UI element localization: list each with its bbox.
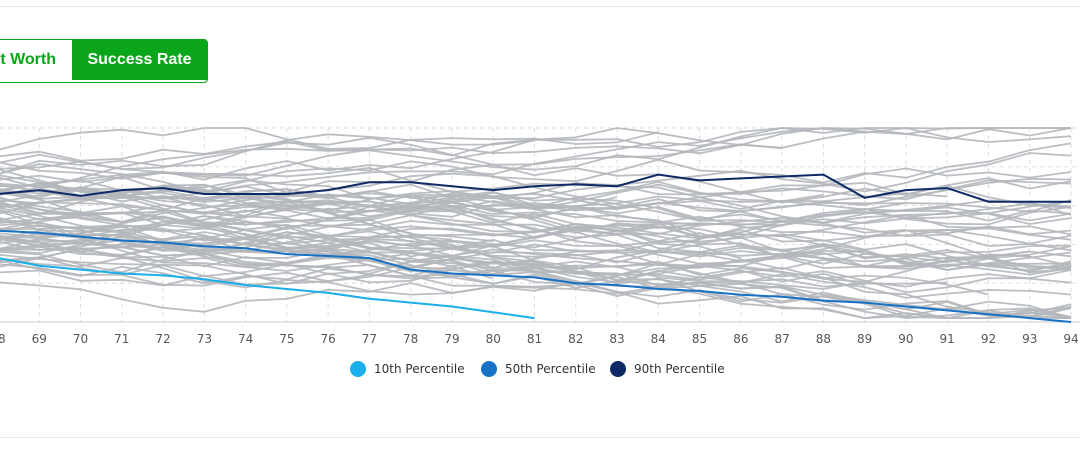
simulation-path (0, 212, 1072, 255)
simulation-path (0, 256, 1072, 299)
simulation-path (0, 160, 1072, 224)
simulation-path (0, 234, 989, 296)
x-tick-label: 71 (114, 332, 129, 346)
x-tick-label: 74 (238, 332, 253, 346)
simulation-path (0, 244, 1072, 320)
x-tick-label: 70 (73, 332, 88, 346)
simulation-path (0, 190, 1030, 266)
p90-line (0, 173, 1071, 203)
x-tick-label: 89 (857, 332, 872, 346)
simulation-path (0, 192, 453, 251)
legend-swatch-p50 (481, 361, 497, 377)
x-tick-label: 93 (1022, 332, 1037, 346)
x-tick-label: 84 (651, 332, 666, 346)
legend-label-p10: 10th Percentile (374, 362, 465, 376)
x-tick-label: 94 (1063, 332, 1078, 346)
x-tick-label: 68 (0, 332, 6, 346)
x-tick-label: 79 (444, 332, 459, 346)
simulation-path (0, 189, 1072, 224)
simulation-path (0, 176, 1072, 241)
x-tick-label: 87 (774, 332, 789, 346)
legend-item-p10[interactable]: 10th Percentile (350, 359, 465, 379)
x-tick-label: 77 (362, 332, 377, 346)
success-rate-tab[interactable]: Success Rate (72, 40, 207, 80)
simulation-path (0, 201, 700, 251)
simulation-path (0, 248, 1072, 320)
legend-swatch-p90 (610, 361, 626, 377)
p10-line (0, 257, 535, 320)
simulation-path (0, 133, 535, 175)
simulation-path (0, 127, 659, 151)
x-tick-label: 86 (733, 332, 748, 346)
x-axis: 68 69 70 71 72 73 74 75 76 77 78 79 80 81 82 83 84 85 86 87… (0, 332, 1079, 346)
x-tick-label: 83 (609, 332, 624, 346)
bottom-divider (0, 437, 1080, 438)
x-tick-label: 92 (981, 332, 996, 346)
x-tick-label: 82 (568, 332, 583, 346)
simulation-path (0, 201, 907, 277)
net-worth-tab[interactable]: Net Worth (0, 40, 72, 80)
legend-label-p50: 50th Percentile (505, 362, 596, 376)
simulation-path (0, 224, 1072, 290)
x-tick-label: 91 (940, 332, 955, 346)
x-tick-label: 90 (898, 332, 913, 346)
simulation-path (0, 161, 1072, 274)
p50-line (0, 229, 1072, 323)
legend-item-p50[interactable]: 50th Percentile (481, 359, 596, 379)
x-tick-label: 81 (527, 332, 542, 346)
x-tick-label: 85 (692, 332, 707, 346)
simulation-path (0, 152, 1072, 215)
legend-label-p90: 90th Percentile (634, 362, 725, 376)
percentile-lines (0, 173, 1072, 323)
x-tick-label: 75 (279, 332, 294, 346)
simulation-lines (0, 127, 1072, 320)
x-tick-label: 69 (32, 332, 47, 346)
x-tick-label: 73 (197, 332, 212, 346)
legend-swatch-p10 (350, 361, 366, 377)
top-divider (0, 6, 1080, 7)
simulation-path (0, 163, 783, 224)
x-tick-label: 76 (321, 332, 336, 346)
simulation-path (0, 231, 1072, 270)
legend: 10th Percentile 50th Percentile 90th Per… (0, 359, 1080, 379)
simulation-path (0, 127, 1071, 171)
x-tick-label: 88 (816, 332, 831, 346)
view-toggle: Net Worth Success Rate (0, 39, 208, 83)
x-tick-label: 80 (486, 332, 501, 346)
x-tick-label: 78 (403, 332, 418, 346)
simulation-path (0, 237, 1072, 288)
legend-item-p90[interactable]: 90th Percentile (610, 359, 725, 379)
x-tick-label: 72 (155, 332, 170, 346)
